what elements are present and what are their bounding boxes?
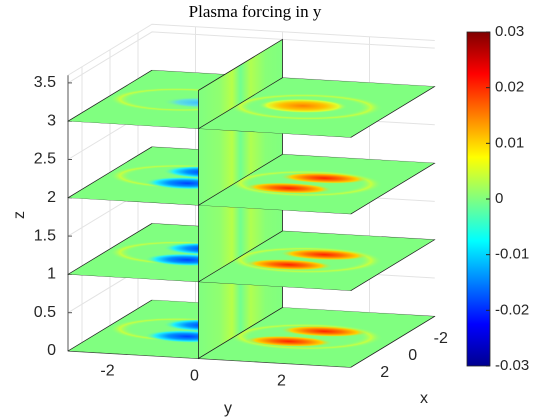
plane-fill xyxy=(198,230,435,291)
pattern xyxy=(228,246,383,274)
z-axis-label: z xyxy=(11,211,28,219)
y-tick-label: 2 xyxy=(277,373,286,390)
z-tick-label: 0.5 xyxy=(34,304,56,321)
blob xyxy=(279,172,369,184)
y-axis-label: y xyxy=(224,400,232,417)
x-axis-label: x xyxy=(420,390,428,407)
colorbar-tick-label: -0.02 xyxy=(495,301,529,318)
z-tick-label: 2.5 xyxy=(34,151,56,168)
plane-edge xyxy=(197,230,436,291)
chart-title: Plasma forcing in y xyxy=(189,2,322,21)
pattern xyxy=(228,170,383,197)
x-tick-label: 0 xyxy=(408,347,417,364)
plane-edge xyxy=(197,77,436,138)
plane-edge xyxy=(197,154,436,215)
z-tick-label: 1.5 xyxy=(34,227,56,244)
grid-line xyxy=(67,31,435,84)
colorbar-tick-label: 0 xyxy=(495,190,503,207)
slice-plane-front-half xyxy=(197,230,436,291)
slice-plane-front-half xyxy=(197,307,436,368)
box-edge xyxy=(67,23,435,76)
z-tick-label: 1 xyxy=(47,266,56,283)
blob xyxy=(279,325,369,337)
plane-edge xyxy=(197,307,436,368)
z-tick-label: 3.5 xyxy=(34,74,56,91)
slice-plane-front-half xyxy=(197,77,436,138)
colorbar-tick-label: 0.02 xyxy=(495,79,524,96)
blob xyxy=(257,98,348,114)
z-tick-label: 3 xyxy=(47,112,56,129)
colorbar-tick-label: -0.01 xyxy=(495,246,529,263)
blob xyxy=(244,182,333,194)
pattern xyxy=(228,93,383,121)
y-tick-label: -2 xyxy=(100,363,114,380)
blob xyxy=(279,249,369,261)
pattern xyxy=(228,323,383,351)
blob xyxy=(244,259,333,271)
colorbar-tick-label: 0.01 xyxy=(495,134,524,151)
z-tick-label: 2 xyxy=(47,189,56,206)
colorbar-tick-label: 0.03 xyxy=(495,23,524,40)
x-tick-label: 2 xyxy=(380,364,389,381)
slice-plane-front-half xyxy=(197,154,436,215)
x-tick-label: -2 xyxy=(434,330,448,347)
blob xyxy=(244,335,333,348)
y-tick-label: 0 xyxy=(190,368,199,385)
z-tick-label: 0 xyxy=(47,342,56,359)
colorbar-tick-label: -0.03 xyxy=(495,357,529,374)
